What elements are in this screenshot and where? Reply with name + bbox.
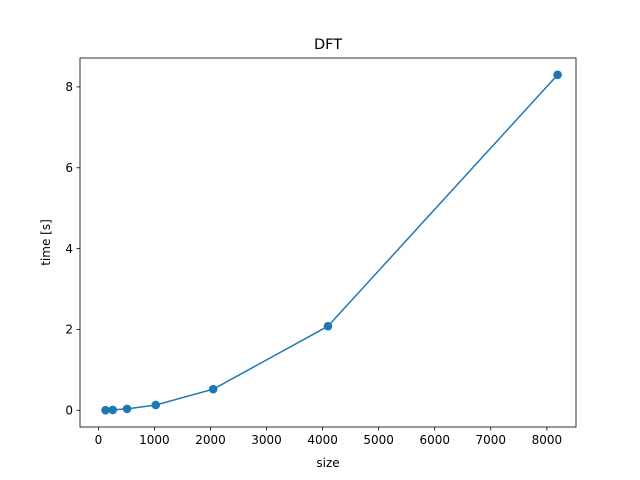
y-tick-label: 8 xyxy=(65,80,73,94)
x-tick-label: 7000 xyxy=(476,433,507,447)
x-tick-label: 6000 xyxy=(419,433,450,447)
y-tick-label: 2 xyxy=(65,323,73,337)
x-tick-label: 4000 xyxy=(307,433,338,447)
chart-title: DFT xyxy=(314,37,342,53)
x-axis: 0 1000 2000 3000 4000 5000 6000 7000 8000 xyxy=(95,427,563,447)
y-axis: 0 2 4 6 8 xyxy=(65,80,80,418)
x-tick-label: 0 xyxy=(95,433,103,447)
y-tick-label: 0 xyxy=(65,404,73,418)
data-point xyxy=(208,384,218,394)
y-tick-label: 6 xyxy=(65,161,73,175)
data-point xyxy=(108,405,118,415)
y-axis-label: time [s] xyxy=(39,219,53,266)
x-tick-label: 8000 xyxy=(532,433,563,447)
x-tick-label: 2000 xyxy=(195,433,226,447)
y-tick-label: 4 xyxy=(65,242,73,256)
x-tick-label: 5000 xyxy=(363,433,394,447)
data-point xyxy=(101,405,110,415)
plot-area-frame xyxy=(79,57,577,428)
x-tick-label: 1000 xyxy=(139,433,170,447)
data-point xyxy=(553,70,562,80)
series-layer xyxy=(101,70,562,415)
x-tick-label: 3000 xyxy=(251,433,282,447)
data-point xyxy=(122,404,132,414)
data-point xyxy=(323,321,333,331)
data-point xyxy=(151,400,161,410)
x-axis-label: size xyxy=(316,456,339,470)
